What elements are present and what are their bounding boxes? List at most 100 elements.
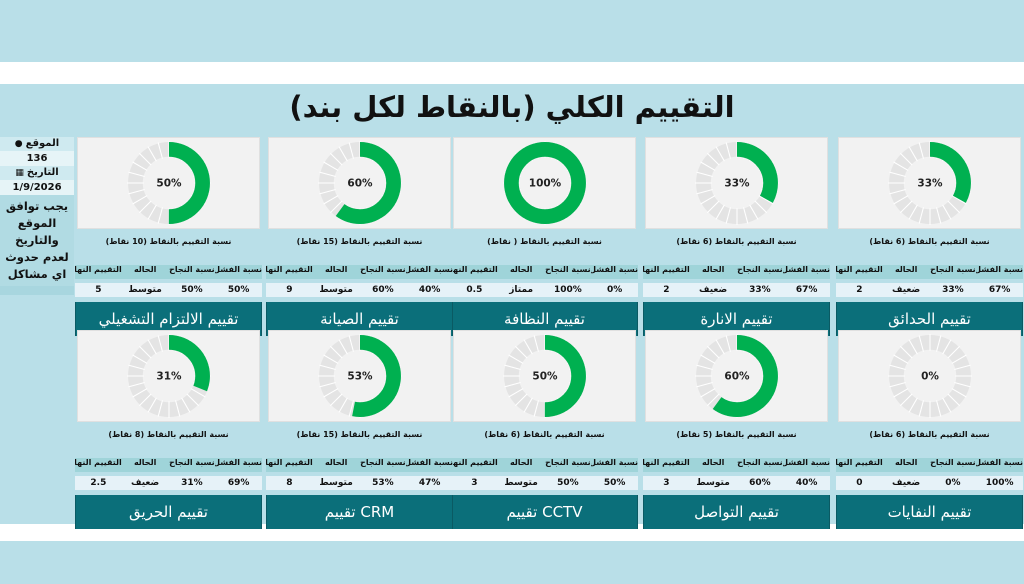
calendar-icon: ▦	[15, 168, 24, 178]
stats-header-cell: نسبة النجاح	[360, 265, 406, 274]
success-rate: 50%	[181, 285, 203, 295]
gauge-percent: 0%	[921, 371, 939, 383]
stats-header-cell: نسبة النجاح	[737, 265, 783, 274]
status: متوسط	[319, 478, 353, 488]
fail-rate: 0%	[606, 285, 623, 295]
status: ضعيف	[892, 285, 921, 295]
stats-header-cell: التقييم النهائي	[266, 458, 313, 467]
stats-header-cell: نسبة الفشل	[591, 458, 638, 467]
status: ضعيف	[699, 285, 728, 295]
stats-header-cell: نسبة النجاح	[930, 458, 976, 467]
gauge-caption: نسبة التقييم بالنقاط (6 نقاط)	[484, 430, 605, 439]
gauge-percent: 50%	[156, 178, 182, 190]
stats-row: 69% 31% ضعيف 2.5	[75, 476, 262, 490]
gauge-percent: 33%	[724, 178, 750, 190]
stats-row: 40% 60% متوسط 9	[266, 283, 453, 297]
warning-note: يجب توافق الموقع والتاريخ لعدم حدوث اي م…	[0, 195, 74, 286]
final-score: 5	[95, 285, 102, 295]
stats-header-cell: نسبة النجاح	[737, 458, 783, 467]
gauge-card: 0%	[838, 330, 1021, 422]
stats-header-cell: التقييم النهائي	[451, 458, 498, 467]
gauge-caption: نسبة التقييم بالنقاط (6 نقاط)	[869, 237, 990, 246]
stats-header-cell: التقييم النهائي	[75, 265, 122, 274]
evaluation-button[interactable]: تقييم الحريق	[75, 495, 262, 529]
stats-header-cell: نسبة النجاح	[930, 265, 976, 274]
gauge-card: 50%	[453, 330, 636, 422]
stats-header-cell: الحاله	[133, 265, 157, 274]
location-label: الموقع	[25, 138, 60, 149]
success-rate: 0%	[945, 478, 961, 488]
status: متوسط	[504, 478, 538, 488]
stats-header-cell: نسبة النجاح	[545, 265, 591, 274]
stats-header-cell: نسبة النجاح	[169, 265, 215, 274]
stats-header-cell: نسبة النجاح	[360, 458, 406, 467]
status: ضعيف	[892, 478, 921, 488]
fail-rate: 47%	[418, 478, 441, 488]
stats-header-cell: نسبة الفشل	[215, 265, 262, 274]
stats-header-cell: التقييم النهائي	[266, 265, 313, 274]
evaluation-button[interactable]: تقييم النفايات	[836, 495, 1023, 529]
gauge-caption: نسبة التقييم بالنقاط (5 نقاط)	[676, 430, 797, 439]
gauge-card: 31%	[77, 330, 260, 422]
gauge-fill	[695, 335, 778, 417]
evaluation-button[interactable]: CCTV تقييم	[451, 495, 638, 529]
status: متوسط	[128, 285, 162, 295]
stats-header-cell: نسبة الفشل	[406, 458, 453, 467]
stats-header-cell: نسبة النجاح	[169, 458, 215, 467]
gauge-fill	[695, 142, 778, 224]
final-score: 0.5	[466, 285, 483, 295]
evaluation-button[interactable]: CRM تقييم	[266, 495, 453, 529]
gauge-card: 60%	[645, 330, 828, 422]
stats-header-cell: التقييم النهائي	[643, 458, 690, 467]
stats-header-cell: التقييم النهائي	[75, 458, 122, 467]
donut-gauge: 31%	[126, 334, 211, 418]
gauge-caption: نسبة التقييم بالنقاط (6 نقاط)	[869, 430, 990, 439]
gauge-card: 60%	[268, 137, 451, 229]
location-value[interactable]: 136	[0, 151, 74, 166]
date-value[interactable]: 1/9/2026	[0, 180, 74, 195]
gauge-fill	[318, 335, 401, 417]
evaluation-button[interactable]: تقييم التواصل	[643, 495, 830, 529]
stats-header-cell: الحاله	[894, 265, 918, 274]
stats-row: 47% 53% متوسط 8	[266, 476, 453, 490]
gauge-fill	[503, 142, 586, 224]
gauge-percent: 33%	[917, 178, 943, 190]
top-band	[0, 0, 1024, 62]
fail-rate: 67%	[988, 285, 1011, 295]
gauge-caption: نسبة التقييم بالنقاط (10 نقاط)	[105, 237, 232, 246]
fail-rate: 50%	[603, 478, 626, 488]
final-score: 3	[471, 478, 478, 488]
stats-header-cell: نسبة الفشل	[215, 458, 262, 467]
gauge-percent: 60%	[724, 371, 750, 383]
stats-header-cell: نسبة النجاح	[545, 458, 591, 467]
donut-gauge: 33%	[694, 141, 779, 225]
gauge-percent: 53%	[347, 371, 373, 383]
gauge-card: 53%	[268, 330, 451, 422]
stats-row: 67% 33% ضعيف 2	[643, 283, 830, 297]
success-rate: 50%	[557, 478, 579, 488]
donut-gauge: 33%	[887, 141, 972, 225]
success-rate: 60%	[372, 285, 394, 295]
stats-header-cell: الحاله	[509, 265, 533, 274]
gauge-percent: 100%	[528, 178, 561, 190]
stats-row: 50% 50% متوسط 5	[75, 283, 262, 297]
stats-header-cell: التقييم النهائي	[836, 458, 883, 467]
date-label-row: التاريخ ▦	[0, 166, 74, 180]
stats-header-cell: الحاله	[324, 265, 348, 274]
success-rate: 60%	[749, 478, 771, 488]
stats-row: 100% 0% ضعيف 0	[836, 476, 1023, 490]
fail-rate: 40%	[418, 285, 441, 295]
stats-header-cell: التقييم النهائي	[451, 265, 498, 274]
gauge-caption: نسبة التقييم بالنقاط (6 نقاط)	[676, 237, 797, 246]
status: ضعيف	[131, 478, 160, 488]
stats-header-cell: نسبة الفشل	[976, 265, 1023, 274]
location-label-row: الموقع ●	[0, 137, 74, 151]
stats-row: 0% 100% ممتاز 0.5	[451, 283, 638, 297]
final-score: 2	[663, 285, 670, 295]
